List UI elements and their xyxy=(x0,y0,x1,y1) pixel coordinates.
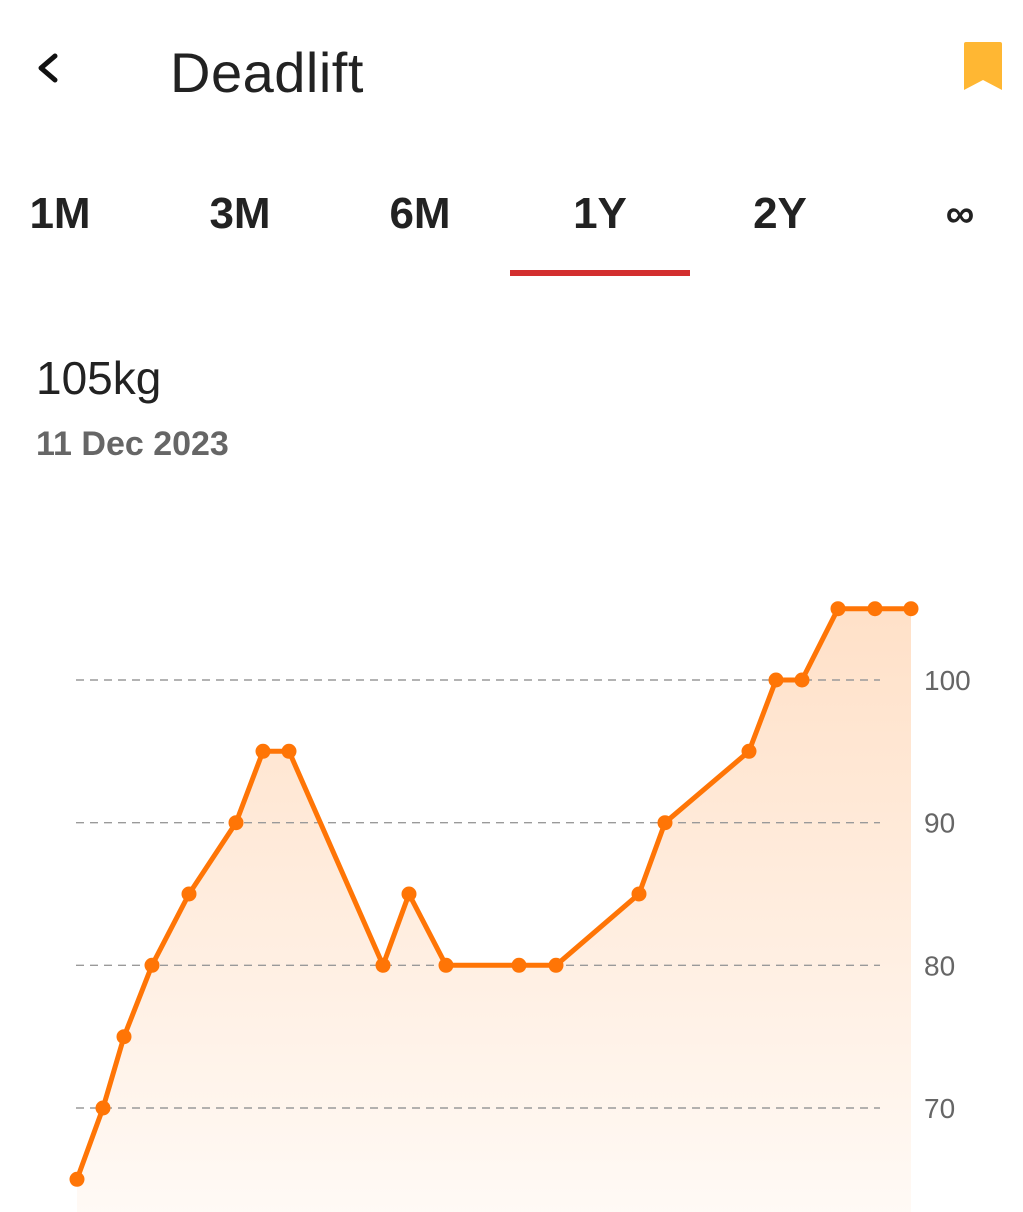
data-point-20 xyxy=(903,601,919,617)
data-point-11 xyxy=(511,957,527,973)
data-point-0 xyxy=(69,1171,85,1187)
tab-1m[interactable]: 1M xyxy=(29,189,91,238)
back-button[interactable] xyxy=(24,40,74,96)
data-point-19 xyxy=(867,601,883,617)
data-point-12 xyxy=(548,957,564,973)
series-area xyxy=(77,608,911,1212)
data-point-7 xyxy=(281,743,297,759)
chevron-left-icon xyxy=(38,53,58,83)
data-point-5 xyxy=(228,815,244,831)
selected-date: 11 Dec 2023 xyxy=(36,425,229,463)
data-point-10 xyxy=(438,957,454,973)
tab-all-time[interactable]: ∞ xyxy=(945,192,975,236)
y-tick-label-100: 100 xyxy=(924,665,971,696)
bookmark-icon xyxy=(964,42,1002,90)
data-point-4 xyxy=(181,886,197,902)
data-point-15 xyxy=(741,743,757,759)
data-point-14 xyxy=(657,815,673,831)
progress-chart[interactable]: 70 80 90 100 xyxy=(0,560,1023,1212)
y-tick-label-70: 70 xyxy=(924,1093,955,1124)
selected-tab-indicator xyxy=(510,270,690,276)
data-point-3 xyxy=(144,957,160,973)
bookmark-button[interactable] xyxy=(960,40,1006,94)
range-tabs: 1M 3M 6M 1Y 2Y ∞ xyxy=(0,170,1023,280)
data-point-9 xyxy=(401,886,417,902)
data-point-17 xyxy=(794,672,810,688)
header: Deadlift xyxy=(0,0,1023,140)
data-point-16 xyxy=(768,672,784,688)
data-point-13 xyxy=(631,886,647,902)
data-point-18 xyxy=(830,601,846,617)
tab-2y[interactable]: 2Y xyxy=(753,189,807,238)
y-tick-label-80: 80 xyxy=(924,950,955,981)
page-title: Deadlift xyxy=(170,41,364,104)
tab-6m[interactable]: 6M xyxy=(389,189,451,238)
data-point-8 xyxy=(375,957,391,973)
data-point-6 xyxy=(255,743,271,759)
y-tick-label-90: 90 xyxy=(924,808,955,839)
data-point-2 xyxy=(116,1029,132,1045)
tab-1y[interactable]: 1Y xyxy=(573,189,627,238)
data-point-1 xyxy=(95,1100,111,1116)
chart-svg: 70 80 90 100 xyxy=(69,601,971,1212)
selected-value: 105kg xyxy=(36,352,162,404)
tab-3m[interactable]: 3M xyxy=(209,189,271,238)
